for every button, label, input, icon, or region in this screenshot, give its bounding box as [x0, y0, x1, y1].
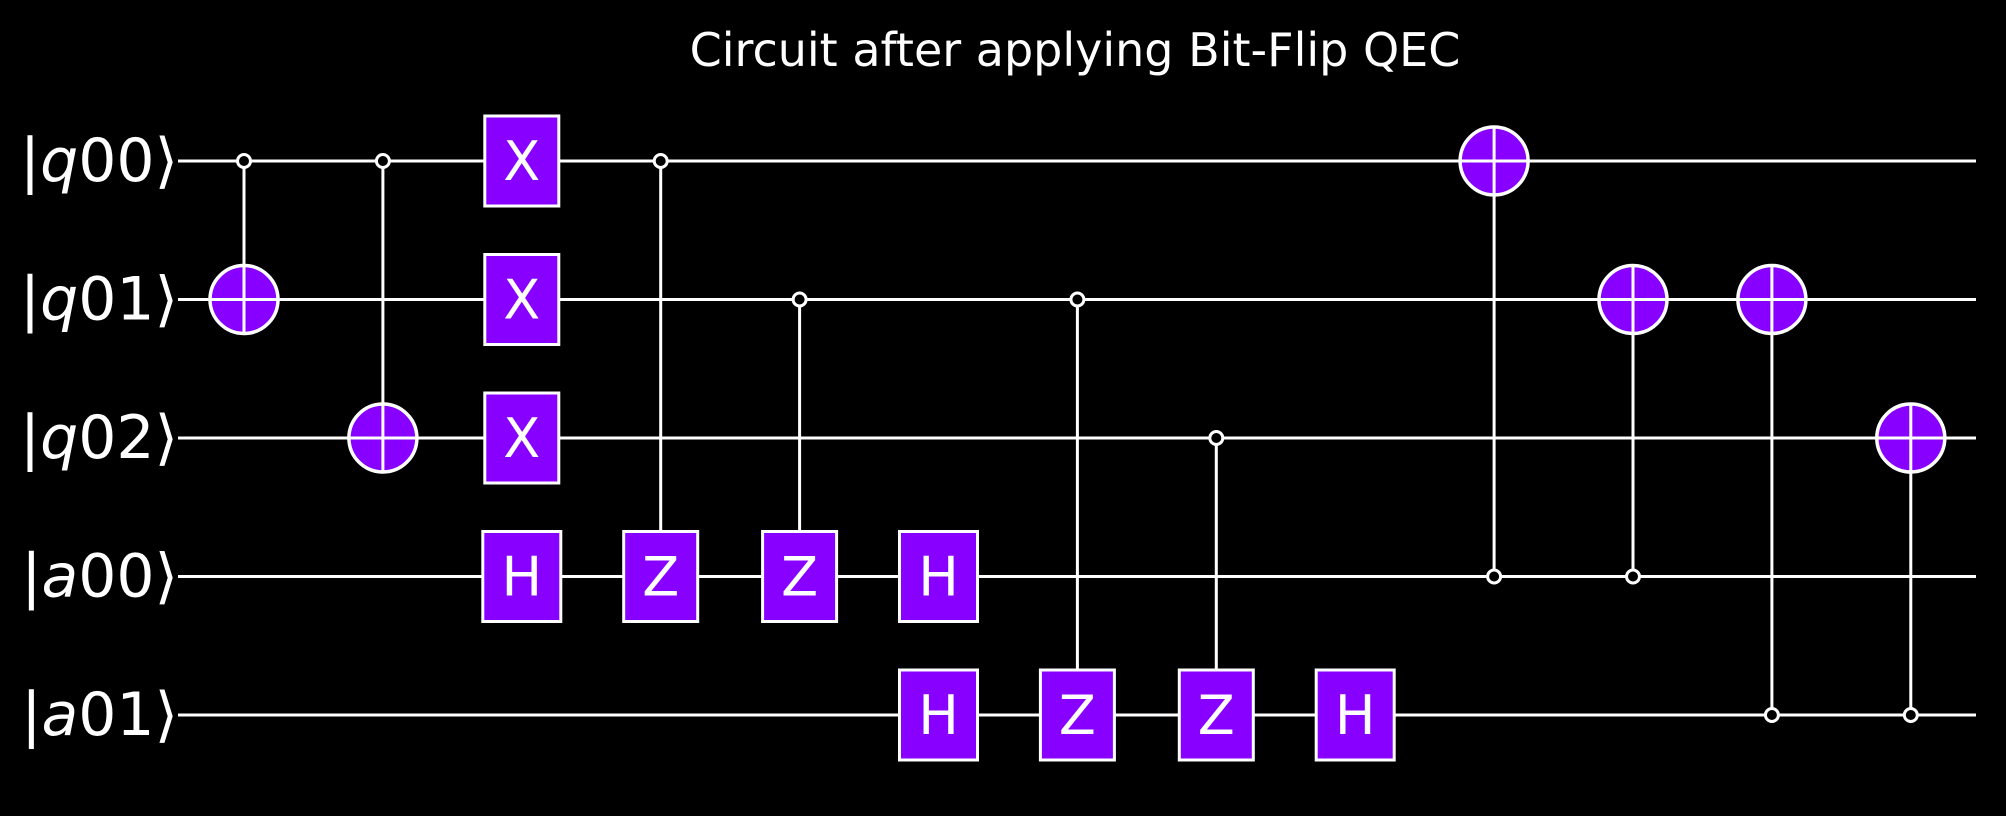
- ket-close: ⟩: [155, 265, 178, 335]
- cnot-op-13: [1458, 125, 1530, 585]
- control-dot: [1069, 291, 1086, 308]
- qubit-index: 01: [78, 680, 154, 750]
- qubit-index: 02: [78, 403, 154, 473]
- gate-box-z-a01: [1177, 668, 1255, 762]
- cz-op-7: Z: [761, 291, 839, 623]
- ket-open: |: [21, 680, 41, 750]
- control-dot: [1208, 430, 1225, 446]
- cz-op-6: Z: [622, 153, 700, 623]
- gate-box-h-a01: [1314, 668, 1396, 762]
- control-dot: [1902, 707, 1919, 723]
- gate-op-3: X: [483, 253, 561, 346]
- qubit-index: 01: [78, 265, 154, 335]
- control-dot: [1486, 568, 1503, 585]
- gate-box-z-a00: [622, 530, 700, 623]
- qubit-index: 00: [78, 542, 154, 612]
- control-dot: [374, 153, 391, 169]
- cz-op-11: Z: [1177, 430, 1255, 762]
- ket-open: |: [20, 265, 40, 335]
- qubit-letter: a: [41, 542, 78, 612]
- gate-label-x: X: [503, 269, 540, 332]
- gate-op-8: H: [898, 530, 979, 623]
- control-dot: [652, 153, 669, 169]
- gate-label-z: Z: [1059, 684, 1096, 747]
- gate-label-x: X: [503, 407, 540, 470]
- qubit-letter: q: [40, 265, 78, 335]
- gate-box-h-a00: [481, 530, 563, 623]
- qubit-label-q02: |q02⟩: [20, 403, 178, 473]
- control-dot: [1763, 707, 1780, 723]
- circuit-title: Circuit after applying Bit-Flip QEC: [690, 23, 1461, 77]
- ket-open: |: [21, 542, 41, 612]
- gate-label-z: Z: [1198, 684, 1235, 747]
- ket-close: ⟩: [155, 680, 178, 750]
- circuit-operations: X X X H Z Z H H Z Z H: [208, 114, 1947, 762]
- gate-label-z: Z: [642, 546, 679, 609]
- qubit-label-a01: |a01⟩: [21, 680, 178, 750]
- gate-box-h-a00: [898, 530, 979, 623]
- ket-close: ⟩: [155, 542, 178, 612]
- gate-op-2: X: [483, 114, 561, 208]
- ket-open: |: [20, 126, 40, 196]
- ket-close: ⟩: [155, 126, 178, 196]
- cnot-op-14: [1597, 263, 1669, 585]
- gate-label-h: H: [1335, 684, 1376, 747]
- qubit-label-a00: |a00⟩: [21, 542, 178, 612]
- control-dot: [791, 291, 808, 308]
- qubit-letter: a: [41, 680, 78, 750]
- ket-close: ⟩: [155, 403, 178, 473]
- control-dot: [1625, 568, 1641, 585]
- qubit-label-q01: |q01⟩: [20, 265, 178, 335]
- gate-label-h: H: [918, 684, 959, 747]
- qubit-label-q00: |q00⟩: [20, 126, 178, 196]
- gate-label-h: H: [501, 546, 542, 609]
- gate-box-z-a00: [761, 530, 839, 623]
- gate-label-h: H: [918, 546, 959, 609]
- control-dot: [236, 153, 252, 169]
- gate-op-5: H: [481, 530, 563, 623]
- gate-label-x: X: [503, 130, 540, 193]
- gate-op-12: H: [1314, 668, 1396, 762]
- ket-open: |: [20, 403, 40, 473]
- qubit-letter: q: [40, 403, 78, 473]
- cnot-op-0: [208, 153, 280, 336]
- gate-label-z: Z: [781, 546, 818, 609]
- qubit-labels: |q00⟩|q01⟩|q02⟩|a00⟩|a01⟩: [20, 126, 178, 750]
- cnot-op-16: [1875, 402, 1947, 723]
- gate-box-x-q01: [483, 253, 561, 346]
- cnot-op-1: [347, 153, 419, 474]
- gate-box-x-q02: [483, 391, 561, 485]
- gate-op-9: H: [898, 668, 979, 762]
- qubit-index: 00: [78, 126, 154, 196]
- gate-box-h-a01: [898, 668, 979, 762]
- gate-box-x-q00: [483, 114, 561, 208]
- qubit-letter: q: [40, 126, 78, 196]
- gate-op-4: X: [483, 391, 561, 485]
- cz-op-10: Z: [1038, 291, 1116, 762]
- cnot-op-15: [1736, 263, 1808, 723]
- gate-box-z-a01: [1038, 668, 1116, 762]
